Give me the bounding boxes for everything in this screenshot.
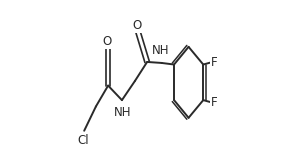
- Text: NH: NH: [114, 106, 131, 119]
- Text: F: F: [211, 56, 218, 69]
- Text: Cl: Cl: [78, 133, 89, 147]
- Text: NH: NH: [152, 44, 169, 57]
- Text: F: F: [211, 96, 218, 109]
- Text: O: O: [102, 35, 111, 48]
- Text: O: O: [132, 19, 141, 32]
